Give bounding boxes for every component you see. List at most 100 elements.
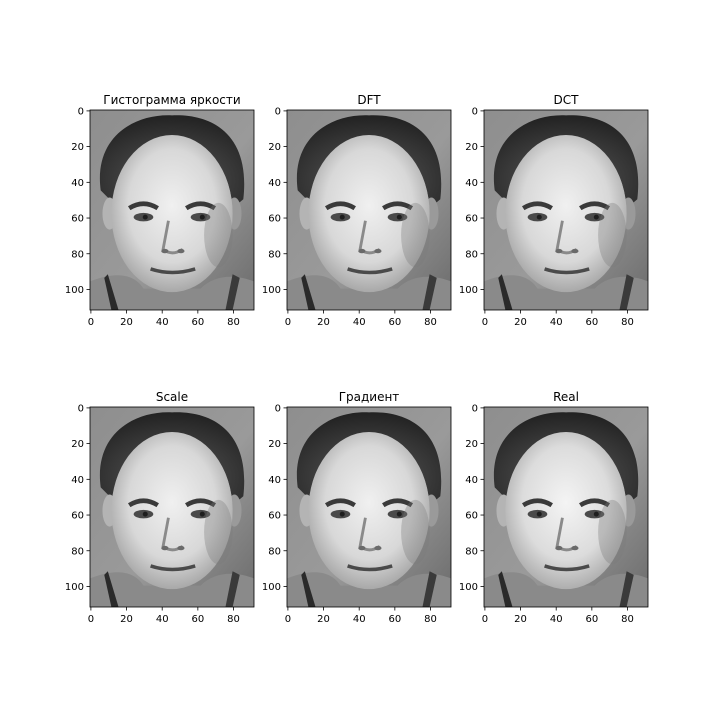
subplot-image — [90, 407, 254, 607]
image-mouth — [150, 564, 196, 572]
x-tick-label: 0 — [482, 614, 488, 625]
x-tick-label: 40 — [550, 317, 563, 328]
subplot-title: DCT — [554, 93, 580, 107]
image-brow-left — [324, 201, 356, 211]
image-brow-right — [382, 201, 414, 211]
axes-frame — [89, 109, 255, 311]
x-tick-label: 20 — [317, 317, 330, 328]
x-tick-label: 40 — [353, 317, 366, 328]
image-collar-right — [225, 571, 240, 607]
image-hair — [493, 412, 639, 506]
image-collar-right — [422, 571, 437, 607]
image-cheek-shadow — [598, 202, 627, 268]
x-tick-label: 40 — [156, 317, 169, 328]
y-tick-label: 0 — [472, 403, 478, 414]
image-face — [111, 135, 233, 293]
image-hair — [296, 412, 442, 506]
image-collar-left — [498, 571, 513, 607]
image-brow-right — [579, 201, 611, 211]
x-tick-label: 80 — [621, 614, 634, 625]
axes-frame — [286, 406, 452, 608]
x-tick-label: 40 — [156, 614, 169, 625]
x-tick-label: 0 — [285, 614, 291, 625]
image-nostril-right — [571, 248, 579, 254]
subplot-3: DCT 0 20 40 60 80 0 20 40 60 80 100 — [459, 93, 649, 328]
image-brow-left — [127, 201, 159, 211]
y-tick-label: 0 — [78, 106, 84, 117]
image-collar-left — [104, 571, 119, 607]
x-tick-label: 80 — [227, 614, 240, 625]
image-nostril-right — [571, 545, 579, 551]
y-tick-label: 20 — [268, 439, 281, 450]
x-tick-label: 80 — [621, 317, 634, 328]
image-pupil-left — [142, 214, 148, 220]
image-cheek-shadow — [401, 202, 430, 268]
subplot-title: Scale — [156, 390, 188, 404]
image-face — [308, 432, 430, 590]
image-shirt — [484, 275, 648, 310]
y-tick-label: 20 — [465, 439, 478, 450]
x-tick-label: 20 — [120, 317, 133, 328]
image-shirt — [90, 572, 254, 607]
y-tick-label: 20 — [71, 142, 84, 153]
x-tick-label: 0 — [88, 317, 94, 328]
subplot-2: DFT 0 20 40 60 80 0 20 40 60 80 100 — [262, 93, 452, 328]
y-tick-label: 40 — [71, 178, 84, 189]
image-nostril-left — [161, 248, 169, 254]
image-hair — [296, 115, 442, 209]
image-shirt — [484, 572, 648, 607]
subplot-image — [484, 407, 648, 607]
image-collar-right — [225, 274, 240, 310]
image-nostril-left — [555, 545, 563, 551]
y-tick-label: 0 — [78, 403, 84, 414]
y-tick-label: 100 — [65, 582, 84, 593]
axes-frame — [89, 406, 255, 608]
image-brow-right — [185, 201, 217, 211]
y-tick-label: 100 — [459, 582, 478, 593]
image-collar-left — [301, 571, 316, 607]
y-tick-label: 80 — [268, 249, 281, 260]
subplot-title: Real — [553, 390, 579, 404]
image-shirt — [287, 572, 451, 607]
x-tick-label: 20 — [317, 614, 330, 625]
x-tick-label: 20 — [514, 317, 527, 328]
subplot-image — [287, 110, 451, 310]
subplot-5: Градиент 0 20 40 60 80 0 20 40 60 80 100 — [262, 390, 452, 625]
y-tick-label: 40 — [465, 178, 478, 189]
image-brow-left — [127, 498, 159, 508]
y-tick-label: 0 — [275, 403, 281, 414]
image-brow-left — [521, 498, 553, 508]
subplot-1: Гистограмма яркости 0 20 40 60 80 0 20 40 60 80 100 — [65, 93, 255, 328]
y-tick-label: 0 — [275, 106, 281, 117]
y-tick-label: 100 — [262, 582, 281, 593]
y-tick-label: 0 — [472, 106, 478, 117]
image-face — [505, 432, 627, 590]
y-tick-label: 40 — [268, 178, 281, 189]
y-tick-label: 40 — [465, 475, 478, 486]
x-tick-label: 60 — [191, 317, 204, 328]
image-cheek-shadow — [598, 499, 627, 565]
image-collar-left — [301, 274, 316, 310]
image-mouth — [347, 564, 393, 572]
image-pupil-right — [396, 511, 402, 517]
image-shirt — [287, 275, 451, 310]
x-tick-label: 0 — [88, 614, 94, 625]
y-tick-label: 80 — [465, 249, 478, 260]
image-pupil-left — [142, 511, 148, 517]
axes-frame — [286, 109, 452, 311]
image-hair — [99, 115, 245, 209]
x-tick-label: 80 — [424, 317, 437, 328]
x-tick-label: 80 — [424, 614, 437, 625]
y-tick-label: 100 — [262, 285, 281, 296]
image-collar-right — [619, 571, 634, 607]
image-mouth — [544, 564, 590, 572]
image-nostril-left — [358, 248, 366, 254]
y-tick-label: 80 — [71, 546, 84, 557]
y-tick-label: 80 — [71, 249, 84, 260]
image-nostril-left — [555, 248, 563, 254]
image-mouth — [544, 267, 590, 275]
x-tick-label: 60 — [585, 317, 598, 328]
image-nostril-right — [177, 248, 185, 254]
y-tick-label: 20 — [71, 439, 84, 450]
image-brow-left — [324, 498, 356, 508]
